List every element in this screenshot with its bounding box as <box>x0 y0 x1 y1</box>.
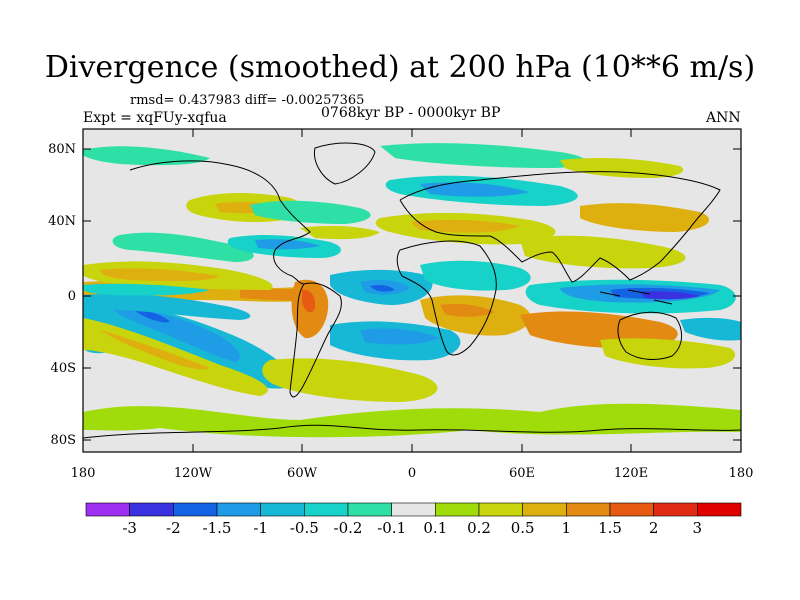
contour-atlantic-dark <box>370 285 395 292</box>
colorbar-labels: -3 -2 -1.5 -1 -0.5 -0.2 -0.1 0.1 0.2 0.5 1 1.5 2 3 <box>122 519 702 537</box>
map-title: Divergence (smoothed) at 200 hPa (10**6 … <box>44 50 756 85</box>
coast-australia <box>617 311 682 360</box>
contour-arctic-green-west <box>83 146 210 166</box>
coast-africa <box>396 240 497 356</box>
lon-ticks <box>82 129 742 452</box>
coast-antarctica <box>83 424 741 439</box>
coastlines <box>83 142 741 439</box>
lat-label-80n: 80N <box>48 142 76 157</box>
contour-arctic-yellow <box>560 158 684 178</box>
colorbar-swatch <box>129 502 174 517</box>
lon-label-180w: 180 <box>71 466 96 481</box>
colorbar-swatch <box>85 502 130 517</box>
colorbar-label: 0.1 <box>423 519 447 537</box>
contour-north-atlantic-green <box>250 200 371 224</box>
lon-label-120e: 120E <box>614 466 648 481</box>
experiment-text: Expt = xqFUy-xqfua <box>83 110 227 126</box>
colorbar-swatch <box>391 502 436 517</box>
contour-indian-yellow <box>600 338 736 369</box>
colorbar-label: 0.5 <box>511 519 535 537</box>
contour-north-atlantic-yellow <box>300 225 380 240</box>
lat-label-80s: 80S <box>51 433 76 448</box>
colorbar-swatch <box>347 502 392 517</box>
colorbar-label: 2 <box>649 519 659 537</box>
colorbar-swatch <box>216 502 261 517</box>
contour-warm-pool-purple <box>640 291 700 300</box>
colorbar-swatch <box>522 502 567 517</box>
lon-label-60e: 60E <box>509 466 535 481</box>
contour-north-pacific-orange <box>100 268 220 282</box>
colorbar-label: 1 <box>562 519 572 537</box>
colorbar-swatch <box>609 502 654 517</box>
coast-eurasia <box>399 171 721 283</box>
contour-south-atlantic-core <box>360 328 440 345</box>
contour-north-america-blue <box>255 239 320 250</box>
colorbar-label: -2 <box>166 519 181 537</box>
lat-label-0: 0 <box>68 289 76 304</box>
lat-ticks <box>83 148 741 441</box>
contour-asia-yellow <box>520 235 686 269</box>
contour-sw-pacific-blue <box>680 317 741 341</box>
lon-label-180e: 180 <box>729 466 754 481</box>
colorbar-label: -1 <box>253 519 268 537</box>
colorbar-label: 0.2 <box>467 519 491 537</box>
contour-south-pacific-deep <box>130 308 170 323</box>
contour-eurasia-orange <box>410 219 520 233</box>
lon-label-120w: 120W <box>174 466 213 481</box>
coast-north-america <box>129 160 311 285</box>
lat-label-40s: 40S <box>51 361 76 376</box>
period-text: 0768kyr BP - 0000kyr BP <box>321 105 501 121</box>
stats-text: rmsd= 0.437983 diff= -0.00257365 <box>130 93 365 108</box>
lat-label-40n: 40N <box>48 214 76 229</box>
lon-labels: 180 120W 60W 0 60E 120E 180 <box>71 466 754 481</box>
colorbar-label: -0.2 <box>334 519 363 537</box>
colorbar-swatch <box>478 502 523 517</box>
contour-africa-blue <box>420 260 531 291</box>
colorbar-swatch <box>173 502 218 517</box>
coast-indonesia <box>599 289 673 305</box>
season-text: ANN <box>706 110 741 126</box>
contour-eurasia-blue <box>420 182 530 197</box>
colorbar-label: 3 <box>693 519 703 537</box>
colorbar-swatch <box>304 502 349 517</box>
contour-africa-red <box>440 303 495 317</box>
contour-south-polar-band <box>83 403 741 438</box>
lon-label-0: 0 <box>408 466 416 481</box>
coast-south-america <box>289 282 342 398</box>
lat-labels: 80N 40N 0 40S 80S <box>48 142 76 448</box>
colorbar-swatch <box>697 502 742 517</box>
divergence-contours <box>83 143 741 438</box>
contour-north-pacific-green <box>112 232 254 262</box>
colorbar-swatch <box>435 502 480 517</box>
colorbar-swatch <box>566 502 611 517</box>
colorbar-label: -0.1 <box>377 519 406 537</box>
colorbar-label: -1.5 <box>203 519 232 537</box>
colorbar-label: 1.5 <box>598 519 622 537</box>
contour-south-atlantic-yellow <box>262 358 438 402</box>
colorbar-label: -3 <box>122 519 137 537</box>
coast-greenland <box>313 142 376 185</box>
contour-arctic-green-east <box>380 143 586 168</box>
contour-asia-orange <box>580 203 710 232</box>
colorbar-swatch <box>653 502 698 517</box>
contour-south-pacific-core <box>110 305 240 362</box>
lon-label-60w: 60W <box>287 466 318 481</box>
colorbar-label: -0.5 <box>290 519 319 537</box>
contour-south-america-red <box>302 289 316 313</box>
contour-equatorial-pacific-blue <box>83 293 251 320</box>
contour-pacific-orange-band <box>100 330 210 370</box>
contour-north-pacific-cyan <box>83 283 210 296</box>
colorbar-swatch <box>260 502 305 517</box>
colorbar <box>85 502 742 517</box>
